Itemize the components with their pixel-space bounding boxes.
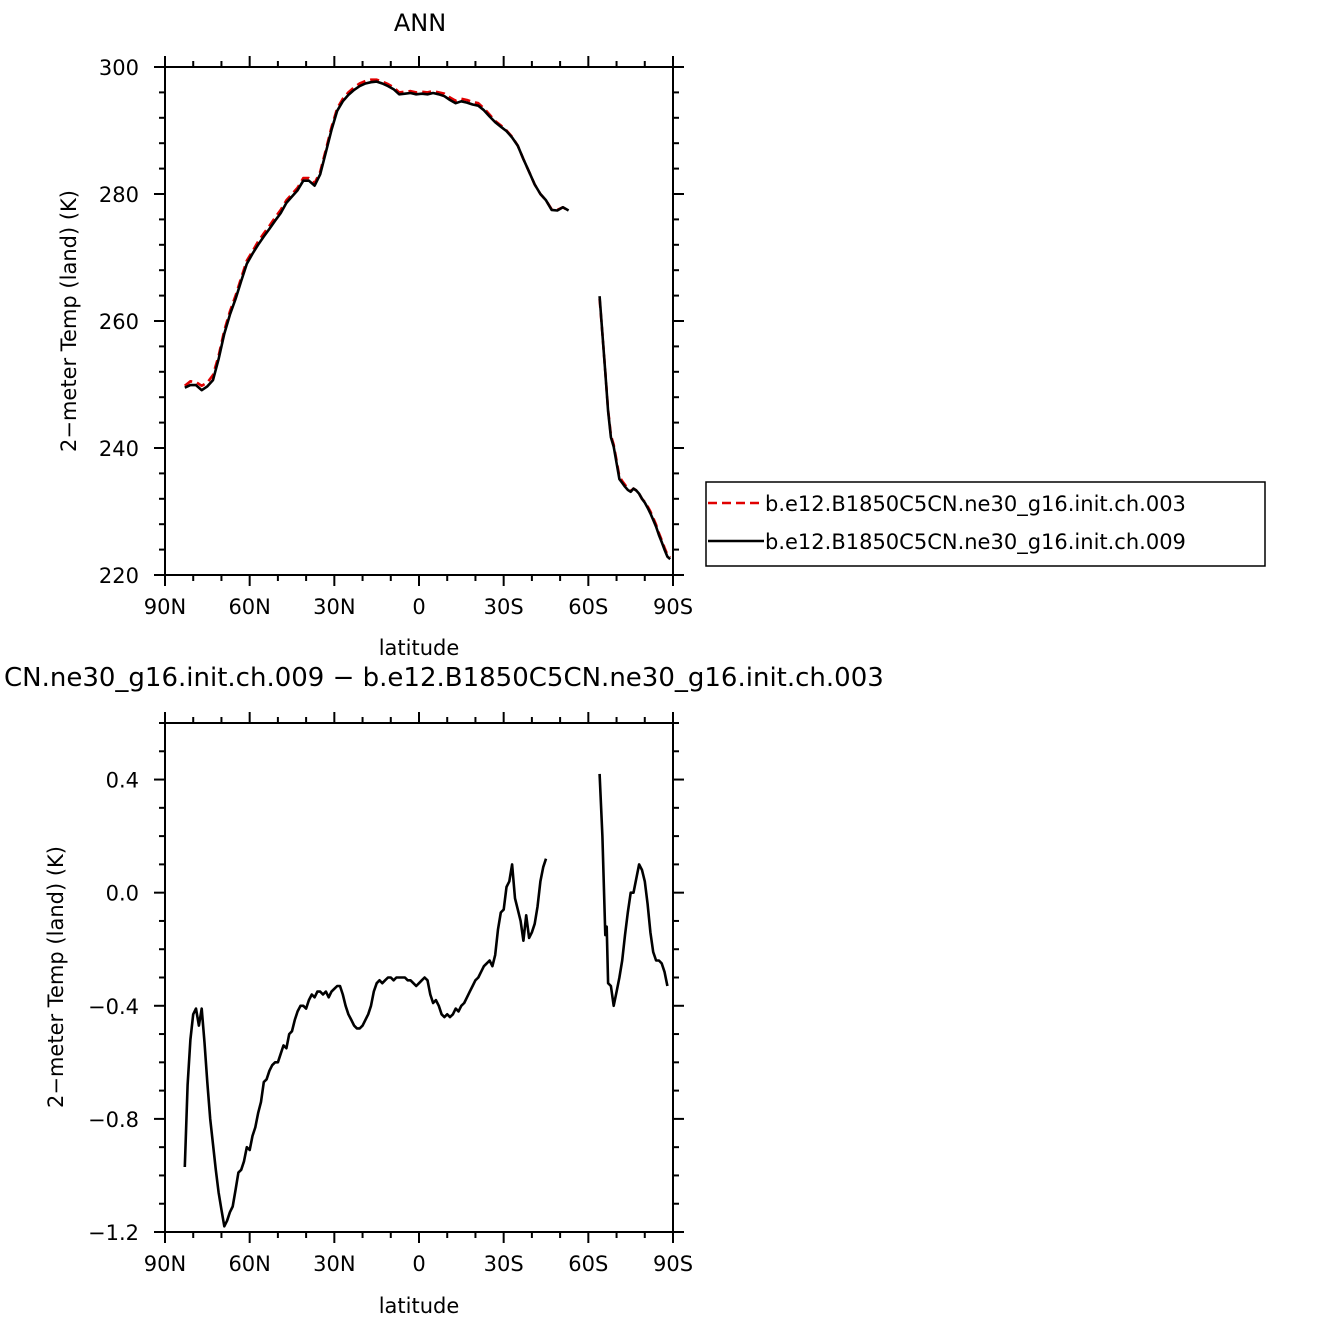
bottom-x-tick-label: 0 xyxy=(412,1252,425,1276)
bottom-difference-panel: CN.ne30_g16.init.ch.009 − b.e12.B1850C5C… xyxy=(4,663,884,1318)
legend-box xyxy=(705,481,1266,567)
bottom-series-0-segment-0 xyxy=(183,858,548,1228)
top-x-tick-label: 60N xyxy=(228,595,270,619)
top-y-tick-label: 240 xyxy=(99,437,139,461)
legend-label-series-003: b.e12.B1850C5CN.ne30_g16.init.ch.003 xyxy=(765,492,1186,517)
bottom-chart-title: CN.ne30_g16.init.ch.009 − b.e12.B1850C5C… xyxy=(4,663,884,693)
bottom-x-tick-label: 60N xyxy=(228,1252,270,1276)
top-y-tick-label: 260 xyxy=(99,310,139,334)
top-y-tick-label: 220 xyxy=(99,564,139,588)
top-series-1-segment-0 xyxy=(184,80,570,392)
top-y-axis-label: 2−meter Temp (land) (K) xyxy=(57,190,81,452)
top-series-0-segment-0 xyxy=(183,78,570,388)
bottom-x-tick-label: 90S xyxy=(653,1252,693,1276)
bottom-y-tick-label: 0.0 xyxy=(106,882,139,906)
bottom-y-tick-label: −0.4 xyxy=(88,995,139,1019)
bottom-y-axis-label: 2−meter Temp (land) (K) xyxy=(44,846,68,1108)
top-x-tick-label: 30S xyxy=(484,595,524,619)
top-temperature-panel: ANN latitude 2−meter Temp (land) (K) 90N… xyxy=(57,9,693,660)
top-y-tick-label: 300 xyxy=(99,56,139,80)
bottom-y-tick-label: 0.4 xyxy=(106,769,139,793)
top-x-tick-label: 60S xyxy=(568,595,608,619)
legend-label-series-009: b.e12.B1850C5CN.ne30_g16.init.ch.009 xyxy=(765,530,1186,555)
bottom-x-tick-label: 90N xyxy=(144,1252,186,1276)
top-x-tick-label: 30N xyxy=(313,595,355,619)
bottom-x-tick-label: 60S xyxy=(568,1252,608,1276)
top-series-1-segment-1 xyxy=(598,296,672,561)
bottom-x-axis-label: latitude xyxy=(379,1294,460,1318)
top-x-tick-label: 90N xyxy=(144,595,186,619)
top-chart-legend: b.e12.B1850C5CN.ne30_g16.init.ch.003 b.e… xyxy=(705,481,1266,567)
top-chart-title: ANN xyxy=(394,9,446,37)
bottom-series-0-segment-1 xyxy=(598,773,669,1008)
top-plot-frame xyxy=(164,66,674,576)
top-x-axis-label: latitude xyxy=(379,636,460,660)
bottom-y-tick-label: −1.2 xyxy=(88,1221,139,1245)
bottom-y-tick-label: −0.8 xyxy=(88,1108,139,1132)
top-x-tick-label: 0 xyxy=(412,595,425,619)
top-x-tick-label: 90S xyxy=(653,595,693,619)
bottom-x-tick-label: 30S xyxy=(484,1252,524,1276)
bottom-plot-frame xyxy=(164,722,674,1233)
bottom-x-tick-label: 30N xyxy=(313,1252,355,1276)
top-y-tick-label: 280 xyxy=(99,183,139,207)
